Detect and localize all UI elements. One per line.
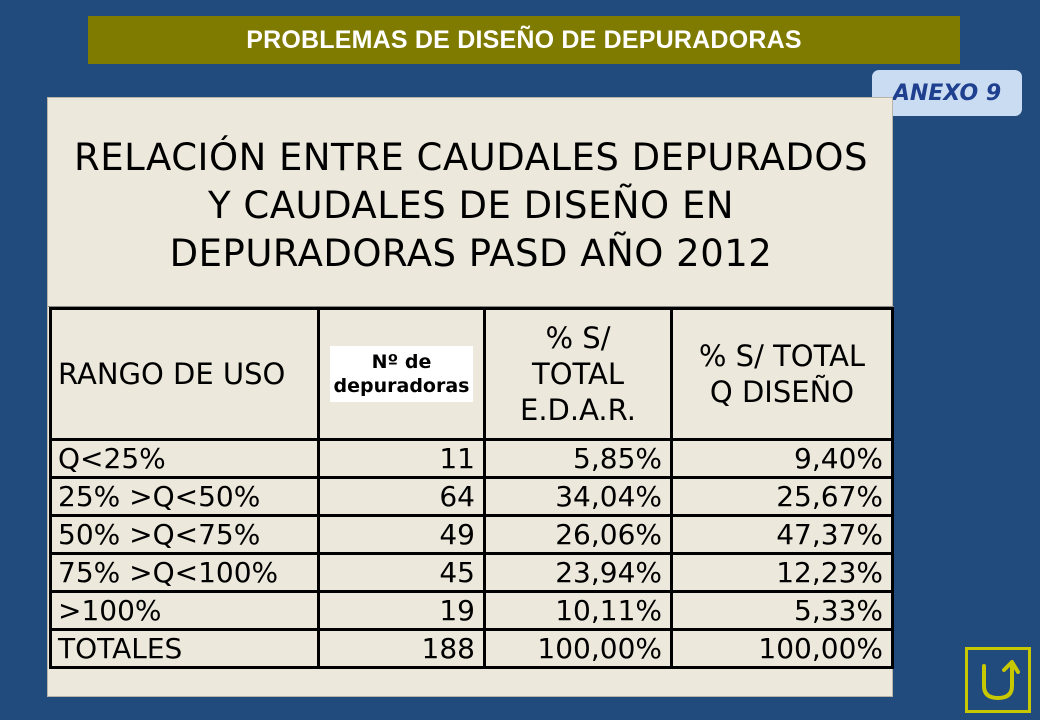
cell-pct-edar: 23,94% <box>483 552 673 593</box>
cell-count: 188 <box>317 628 486 669</box>
count-header-box: Nº de depuradoras <box>329 346 474 402</box>
cell-count: 11 <box>317 438 486 479</box>
panel-title: RELACIÓN ENTRE CAUDALES DEPURADOS Y CAUD… <box>48 134 894 278</box>
cell-pct-edar: 26,06% <box>483 514 673 555</box>
cell-pct-q-design: 47,37% <box>670 514 894 555</box>
cell-pct-q-design: 9,40% <box>670 438 894 479</box>
cell-range: >100% <box>49 590 320 631</box>
table-row: 75% >Q<100% 45 23,94% 12,23% <box>49 552 894 593</box>
table-row: 25% >Q<50% 64 34,04% 25,67% <box>49 476 894 517</box>
table-row: Q<25% 11 5,85% 9,40% <box>49 438 894 479</box>
panel-title-line: DEPURADORAS PASD AÑO 2012 <box>169 232 773 275</box>
content-panel: RELACIÓN ENTRE CAUDALES DEPURADOS Y CAUD… <box>47 97 894 697</box>
table-header-row: RANGO DE USO Nº de depuradoras % S/ TOTA… <box>49 307 894 441</box>
cell-range: 75% >Q<100% <box>49 552 320 593</box>
annex-badge: ANEXO 9 <box>872 70 1022 116</box>
cell-pct-q-design: 100,00% <box>670 628 894 669</box>
column-header-range: RANGO DE USO <box>49 307 320 441</box>
column-header-pct-q-design: % S/ TOTAL Q DISEÑO <box>670 307 894 441</box>
cell-range: 25% >Q<50% <box>49 476 320 517</box>
table-row-totals: TOTALES 188 100,00% 100,00% <box>49 628 894 669</box>
panel-title-line: Y CAUDALES DE DISEÑO EN <box>208 184 734 227</box>
table-row: 50% >Q<75% 49 26,06% 47,37% <box>49 514 894 555</box>
table-row: >100% 19 10,11% 5,33% <box>49 590 894 631</box>
cell-pct-edar: 5,85% <box>483 438 673 479</box>
header-bar: PROBLEMAS DE DISEÑO DE DEPURADORAS <box>88 16 960 64</box>
cell-pct-edar: 34,04% <box>483 476 673 517</box>
cell-pct-q-design: 25,67% <box>670 476 894 517</box>
cell-pct-q-design: 5,33% <box>670 590 894 631</box>
cell-count: 64 <box>317 476 486 517</box>
annex-badge-label: ANEXO 9 <box>892 80 1002 106</box>
panel-divider <box>48 306 894 307</box>
cell-pct-edar: 10,11% <box>483 590 673 631</box>
cell-pct-q-design: 12,23% <box>670 552 894 593</box>
return-arrow-icon <box>982 660 1020 701</box>
return-button[interactable] <box>965 647 1031 713</box>
panel-title-line: RELACIÓN ENTRE CAUDALES DEPURADOS <box>73 136 869 179</box>
column-header-pct-edar: % S/ TOTAL E.D.A.R. <box>483 307 673 441</box>
data-table: RANGO DE USO Nº de depuradoras % S/ TOTA… <box>49 307 894 669</box>
cell-range: 50% >Q<75% <box>49 514 320 555</box>
cell-range: Q<25% <box>49 438 320 479</box>
cell-pct-edar: 100,00% <box>483 628 673 669</box>
page-title: PROBLEMAS DE DISEÑO DE DEPURADORAS <box>246 25 802 54</box>
column-header-count: Nº de depuradoras <box>317 307 486 441</box>
cell-count: 19 <box>317 590 486 631</box>
cell-count: 45 <box>317 552 486 593</box>
cell-range: TOTALES <box>49 628 320 669</box>
cell-count: 49 <box>317 514 486 555</box>
